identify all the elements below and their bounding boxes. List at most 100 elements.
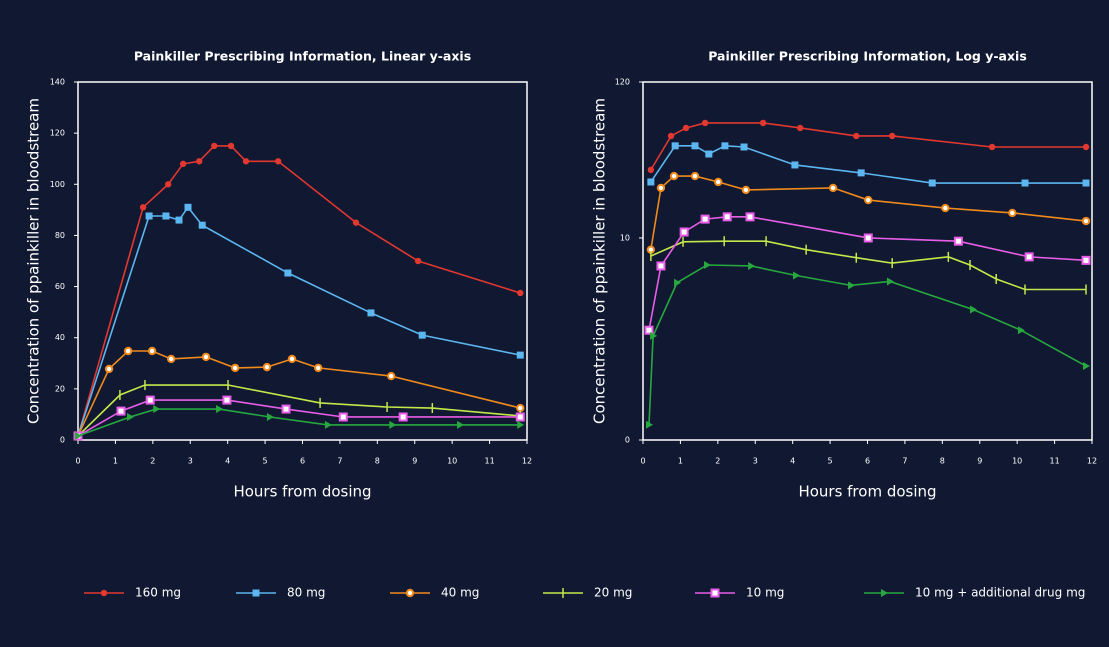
marker xyxy=(796,124,804,132)
chart-title: Painkiller Prescribing Information, Line… xyxy=(134,49,471,64)
marker xyxy=(274,158,282,165)
marker xyxy=(314,363,323,373)
marker xyxy=(644,325,654,335)
legend-label: 160 mg xyxy=(135,586,181,600)
marker xyxy=(123,346,133,356)
marker xyxy=(457,420,465,429)
legend-marker xyxy=(881,589,888,597)
marker xyxy=(367,309,375,317)
marker xyxy=(284,269,292,277)
series-line xyxy=(648,216,1087,331)
marker xyxy=(679,227,689,237)
marker xyxy=(928,179,936,187)
marker xyxy=(227,142,235,150)
marker xyxy=(517,289,524,297)
marker xyxy=(682,124,690,132)
x-tick-label: 10 xyxy=(1012,457,1022,466)
marker xyxy=(230,363,240,373)
series-line xyxy=(77,399,521,437)
marker xyxy=(690,171,700,181)
series-line xyxy=(77,408,521,437)
marker xyxy=(164,181,172,188)
marker xyxy=(645,420,653,429)
marker xyxy=(745,212,755,222)
x-tick-label: 2 xyxy=(150,457,155,466)
y-tick-label: 100 xyxy=(50,180,65,189)
x-tick-label: 8 xyxy=(375,457,380,466)
x-tick-label: 1 xyxy=(678,457,683,466)
marker xyxy=(647,166,655,174)
marker xyxy=(674,278,682,287)
series-line xyxy=(77,145,521,437)
marker xyxy=(700,214,710,224)
marker xyxy=(262,362,272,372)
x-tick-label: 0 xyxy=(640,457,645,466)
legend-marker xyxy=(710,588,720,598)
x-tick-label: 4 xyxy=(790,457,795,466)
y-tick-label: 0 xyxy=(60,436,65,445)
marker xyxy=(516,351,524,359)
x-tick-label: 7 xyxy=(902,457,907,466)
marker xyxy=(650,331,658,340)
marker xyxy=(667,132,675,140)
marker xyxy=(281,404,291,414)
y-tick-label: 120 xyxy=(50,129,65,138)
legend-marker xyxy=(252,589,260,597)
marker xyxy=(656,261,666,271)
x-tick-label: 12 xyxy=(522,457,532,466)
series-line xyxy=(650,145,1087,184)
legend-marker xyxy=(100,589,108,597)
series-line xyxy=(650,240,1087,291)
marker xyxy=(1082,179,1090,187)
marker xyxy=(414,257,422,265)
marker xyxy=(179,160,187,168)
marker xyxy=(127,412,135,421)
marker xyxy=(748,261,756,270)
chart-title: Painkiller Prescribing Information, Log … xyxy=(708,49,1027,64)
marker xyxy=(848,281,856,290)
y-tick-label: 0 xyxy=(625,436,630,445)
marker xyxy=(1083,362,1091,371)
x-tick-label: 3 xyxy=(753,457,758,466)
x-tick-label: 11 xyxy=(1049,457,1059,466)
legend-marker xyxy=(405,588,415,598)
legend-label: 10 mg + additional drug mg xyxy=(915,586,1085,600)
marker xyxy=(145,395,155,405)
x-tick-label: 4 xyxy=(225,457,230,466)
x-tick-label: 6 xyxy=(300,457,305,466)
x-tick-label: 1 xyxy=(113,457,118,466)
series-line xyxy=(77,205,521,437)
marker xyxy=(853,132,860,140)
series-line xyxy=(650,122,1087,171)
legend-label: 20 mg xyxy=(594,586,632,600)
marker xyxy=(714,177,723,187)
marker xyxy=(1081,255,1091,265)
legend-label: 10 mg xyxy=(746,586,784,600)
marker xyxy=(988,143,996,151)
marker xyxy=(517,420,525,429)
marker xyxy=(153,405,161,414)
marker xyxy=(287,354,297,364)
marker xyxy=(386,371,396,381)
y-tick-label: 140 xyxy=(50,78,65,87)
marker xyxy=(266,412,274,421)
x-tick-label: 12 xyxy=(1087,457,1097,466)
marker xyxy=(669,171,679,181)
series-line xyxy=(77,350,521,437)
marker xyxy=(198,221,206,229)
marker xyxy=(703,261,711,270)
marker xyxy=(656,183,666,193)
marker xyxy=(970,305,978,314)
marker xyxy=(515,412,525,422)
marker xyxy=(793,271,801,280)
marker xyxy=(691,142,699,150)
marker xyxy=(210,142,218,150)
y-tick-label: 60 xyxy=(55,282,65,291)
series-line xyxy=(648,264,1087,425)
marker xyxy=(216,405,224,414)
x-tick-label: 8 xyxy=(940,457,945,466)
x-tick-label: 6 xyxy=(865,457,870,466)
marker xyxy=(104,364,114,374)
legend-label: 80 mg xyxy=(287,586,325,600)
marker xyxy=(647,178,655,186)
